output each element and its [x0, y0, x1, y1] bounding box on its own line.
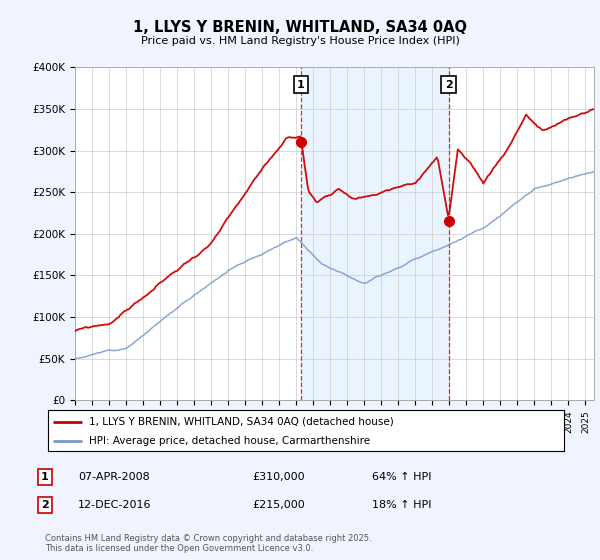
Text: 18% ↑ HPI: 18% ↑ HPI — [372, 500, 431, 510]
Text: 64% ↑ HPI: 64% ↑ HPI — [372, 472, 431, 482]
Text: 07-APR-2008: 07-APR-2008 — [78, 472, 150, 482]
Text: £215,000: £215,000 — [252, 500, 305, 510]
Text: 2: 2 — [445, 80, 452, 90]
Text: 1, LLYS Y BRENIN, WHITLAND, SA34 0AQ: 1, LLYS Y BRENIN, WHITLAND, SA34 0AQ — [133, 20, 467, 35]
Text: 1, LLYS Y BRENIN, WHITLAND, SA34 0AQ (detached house): 1, LLYS Y BRENIN, WHITLAND, SA34 0AQ (de… — [89, 417, 394, 427]
Text: 12-DEC-2016: 12-DEC-2016 — [78, 500, 151, 510]
Text: 1: 1 — [41, 472, 49, 482]
Text: 2: 2 — [41, 500, 49, 510]
Text: £310,000: £310,000 — [252, 472, 305, 482]
Text: HPI: Average price, detached house, Carmarthenshire: HPI: Average price, detached house, Carm… — [89, 436, 370, 446]
Text: 1: 1 — [297, 80, 305, 90]
Text: Contains HM Land Registry data © Crown copyright and database right 2025.
This d: Contains HM Land Registry data © Crown c… — [45, 534, 371, 553]
Text: Price paid vs. HM Land Registry's House Price Index (HPI): Price paid vs. HM Land Registry's House … — [140, 36, 460, 46]
Bar — [301, 67, 449, 400]
